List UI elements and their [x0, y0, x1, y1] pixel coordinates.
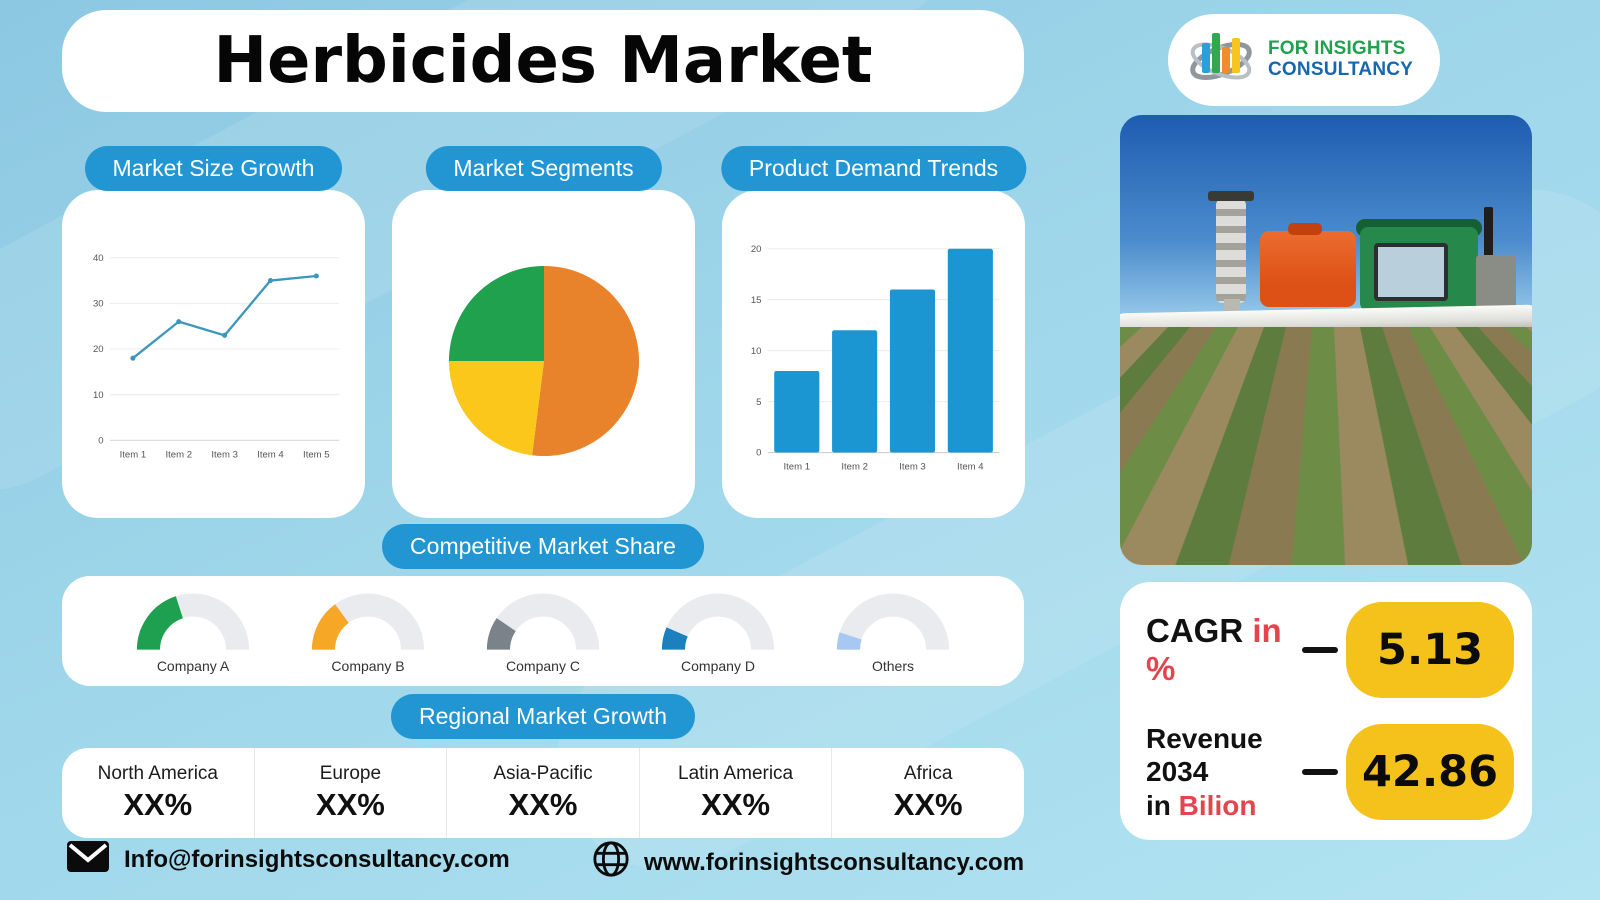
market-segments-card: Market Segments	[392, 146, 695, 518]
market-size-growth-title: Market Size Growth	[112, 155, 315, 181]
cagr-text: CAGR	[1146, 612, 1244, 649]
revenue-prefix: in	[1146, 789, 1171, 821]
product-demand-trends-card: Product Demand Trends 0 5 10 15 20 Item 1 Item…	[720, 146, 1027, 518]
cab-window	[1374, 243, 1448, 301]
svg-text:Item 2: Item 2	[841, 462, 868, 473]
logo-text: FOR INSIGHTS CONSULTANCY	[1268, 39, 1413, 80]
region-value: XX%	[123, 787, 193, 822]
gauge-label: Company D	[681, 657, 755, 674]
stats-card: CAGR in % 5.13 Revenue 2034 in Bilion 42…	[1120, 582, 1532, 840]
svg-text:Item 5: Item 5	[303, 450, 330, 461]
exhaust-pipe	[1484, 207, 1493, 259]
gauge-company-c: Company C	[468, 582, 618, 674]
envelope-icon	[66, 840, 110, 880]
cagr-unit: in %	[1146, 612, 1282, 687]
dash-connector	[1302, 769, 1338, 775]
svg-text:20: 20	[92, 345, 103, 356]
website-text: www.forinsightsconsultancy.com	[644, 848, 1025, 876]
region-asia-pacific: Asia-Pacific XX%	[446, 748, 639, 838]
email-text: Info@forinsightsconsultancy.com	[124, 846, 510, 873]
region-north-america: North America XX%	[62, 748, 254, 838]
gauge-label: Company C	[506, 657, 580, 674]
regional-market-growth-title: Regional Market Growth	[419, 703, 667, 729]
region-name: Africa	[903, 763, 953, 784]
market-size-growth-pill: Market Size Growth	[84, 146, 343, 191]
svg-text:10: 10	[750, 346, 761, 357]
line-chart: 0 10 20 30 40 Item 1 Item 2 Item 3 Item 4 Item 5	[72, 216, 355, 506]
cagr-row: CAGR in % 5.13	[1138, 596, 1514, 704]
region-name: North America	[97, 763, 218, 784]
svg-text:0: 0	[98, 436, 103, 447]
competitive-market-share-title: Competitive Market Share	[410, 533, 676, 559]
website-contact[interactable]: www.forinsightsconsultancy.com	[592, 840, 1024, 885]
svg-text:5: 5	[756, 397, 761, 408]
revenue-value: 42.86	[1361, 747, 1498, 797]
field-sprayer-photo	[1120, 115, 1532, 565]
market-size-growth-card: Market Size Growth 0 10 20 30 40 Item 1 Item 2…	[62, 146, 365, 518]
svg-text:15: 15	[750, 295, 761, 306]
revenue-value-badge: 42.86	[1346, 724, 1514, 820]
region-value: XX%	[508, 787, 578, 822]
market-segments-title: Market Segments	[453, 155, 634, 181]
yellow-disc	[1328, 365, 1370, 407]
svg-text:30: 30	[92, 299, 103, 310]
region-name: Latin America	[678, 763, 794, 784]
orange-tank	[1260, 231, 1356, 307]
svg-text:Item 3: Item 3	[211, 450, 238, 461]
revenue-label: Revenue 2034 in Bilion	[1138, 722, 1302, 823]
region-name: Asia-Pacific	[493, 763, 593, 784]
market-segments-pill: Market Segments	[425, 146, 662, 191]
product-demand-trends-title: Product Demand Trends	[748, 155, 999, 181]
svg-text:0: 0	[756, 448, 761, 459]
revenue-row: Revenue 2034 in Bilion 42.86	[1138, 718, 1514, 826]
region-value: XX%	[701, 787, 771, 822]
regional-market-growth-pill: Regional Market Growth	[391, 694, 695, 739]
cagr-value: 5.13	[1376, 625, 1484, 675]
gauge-company-b: Company B	[293, 582, 443, 674]
region-europe: Europe XX%	[253, 748, 447, 838]
competitive-market-share-card: Company A Company B Company C Company D Othe…	[62, 576, 1024, 686]
svg-text:Item 1: Item 1	[783, 462, 810, 473]
region-value: XX%	[893, 787, 963, 822]
region-africa: Africa XX%	[831, 748, 1024, 838]
globe-icon	[592, 840, 630, 885]
bar-chart: 0 5 10 15 20 Item 1 Item 2 Item 3 Item 4	[732, 216, 1015, 506]
revenue-unit: Bilion	[1178, 789, 1257, 821]
region-name: Europe	[319, 763, 382, 784]
svg-text:Item 2: Item 2	[165, 450, 192, 461]
gauge-others: Others	[818, 582, 968, 674]
region-latin-america: Latin America XX%	[638, 748, 832, 838]
logo-line1: FOR INSIGHTS	[1268, 38, 1406, 60]
svg-text:20: 20	[750, 244, 761, 255]
logo-line2: CONSULTANCY	[1268, 59, 1414, 80]
page-title: Herbicides Market	[213, 24, 873, 98]
competitive-market-share-pill: Competitive Market Share	[382, 524, 704, 569]
cagr-label: CAGR in %	[1138, 612, 1302, 688]
gauge-label: Company A	[156, 657, 230, 674]
cagr-value-badge: 5.13	[1346, 602, 1514, 698]
title-card: Herbicides Market	[62, 10, 1024, 112]
svg-text:10: 10	[92, 390, 103, 401]
svg-text:40: 40	[92, 253, 103, 264]
yellow-disc	[1410, 371, 1452, 413]
svg-text:Item 4: Item 4	[957, 462, 984, 473]
gauge-company-d: Company D	[643, 582, 793, 674]
company-logo: FOR INSIGHTS CONSULTANCY	[1168, 14, 1440, 106]
gauge-label: Company B	[331, 657, 405, 674]
revenue-text: Revenue 2034	[1146, 722, 1263, 788]
region-value: XX%	[315, 787, 385, 822]
product-demand-trends-pill: Product Demand Trends	[720, 146, 1027, 191]
regional-market-growth-card: North America XX% Europe XX% Asia-Pacifi…	[62, 748, 1024, 838]
svg-text:Item 4: Item 4	[257, 450, 284, 461]
svg-text:Item 1: Item 1	[119, 450, 146, 461]
email-contact[interactable]: Info@forinsightsconsultancy.com	[66, 840, 510, 880]
pie-chart	[402, 216, 685, 506]
dash-connector	[1302, 647, 1338, 653]
svg-text:Item 3: Item 3	[899, 462, 926, 473]
gauge-company-a: Company A	[118, 582, 268, 674]
sprayer-stack	[1216, 199, 1246, 303]
gauge-label: Others	[871, 657, 914, 674]
bar-chart-logo-icon	[1184, 21, 1258, 100]
